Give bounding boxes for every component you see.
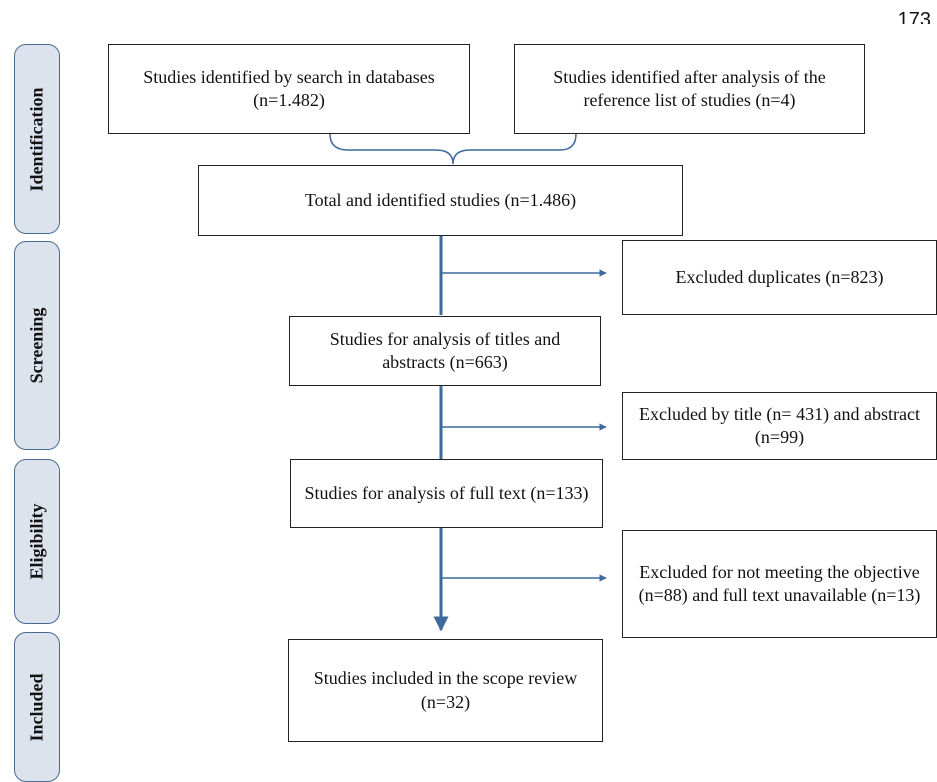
phase-identification: Identification — [14, 44, 60, 234]
box-full-text: Studies for analysis of full text (n=133… — [290, 459, 603, 528]
flow-arrows — [329, 133, 607, 632]
phase-included: Included — [14, 632, 60, 782]
box-reference-list: Studies identified after analysis of the… — [514, 44, 865, 134]
merge-brace — [329, 133, 577, 165]
box-titles-abstracts: Studies for analysis of titles and abstr… — [289, 316, 601, 386]
box-included: Studies included in the scope review (n=… — [288, 639, 603, 742]
box-excluded-objective: Excluded for not meeting the objective (… — [622, 530, 937, 638]
page-number: 173 — [897, 10, 931, 24]
phase-eligibility: Eligibility — [14, 459, 60, 624]
box-excluded-duplicates: Excluded duplicates (n=823) — [622, 240, 937, 315]
box-db-search: Studies identified by search in database… — [108, 44, 470, 134]
box-excluded-title-abstract: Excluded by title (n= 431) and abstract … — [622, 392, 937, 460]
box-total: Total and identified studies (n=1.486) — [198, 165, 683, 236]
phase-screening: Screening — [14, 241, 60, 450]
